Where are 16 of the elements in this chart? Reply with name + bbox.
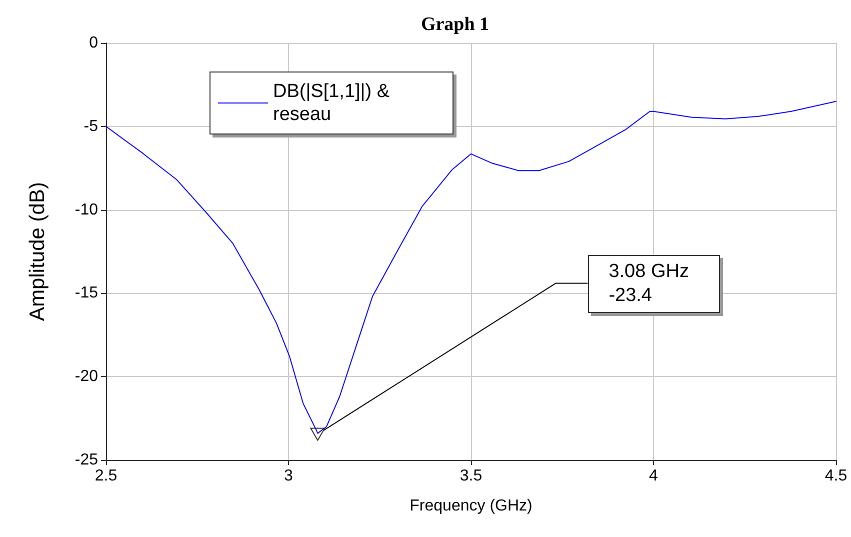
x-tick-label: 3 <box>284 468 294 484</box>
y-tick-label: -5 <box>84 118 98 135</box>
y-axis-title: Amplitude (dB) <box>26 182 49 321</box>
x-tick-label: 3.5 <box>460 468 482 484</box>
y-tick-label: 0 <box>89 34 98 52</box>
x-tick-label: 2.5 <box>94 468 118 484</box>
x-tick-label: 4 <box>649 468 658 484</box>
y-tick-label: -20 <box>74 368 98 386</box>
y-tick-label: -25 <box>74 452 98 468</box>
chart-title: Graph 1 <box>420 14 490 35</box>
y-tick-label: -15 <box>74 284 98 302</box>
annotation: 3.08 GHz -23.4 <box>588 255 720 314</box>
x-axis-title: Frequency (GHz) <box>410 498 532 514</box>
legend-label: DB(|S[1,1]|) & reseau <box>273 81 395 125</box>
x-tick-label: 4.5 <box>824 468 848 484</box>
y-tick-label: -10 <box>74 201 98 218</box>
